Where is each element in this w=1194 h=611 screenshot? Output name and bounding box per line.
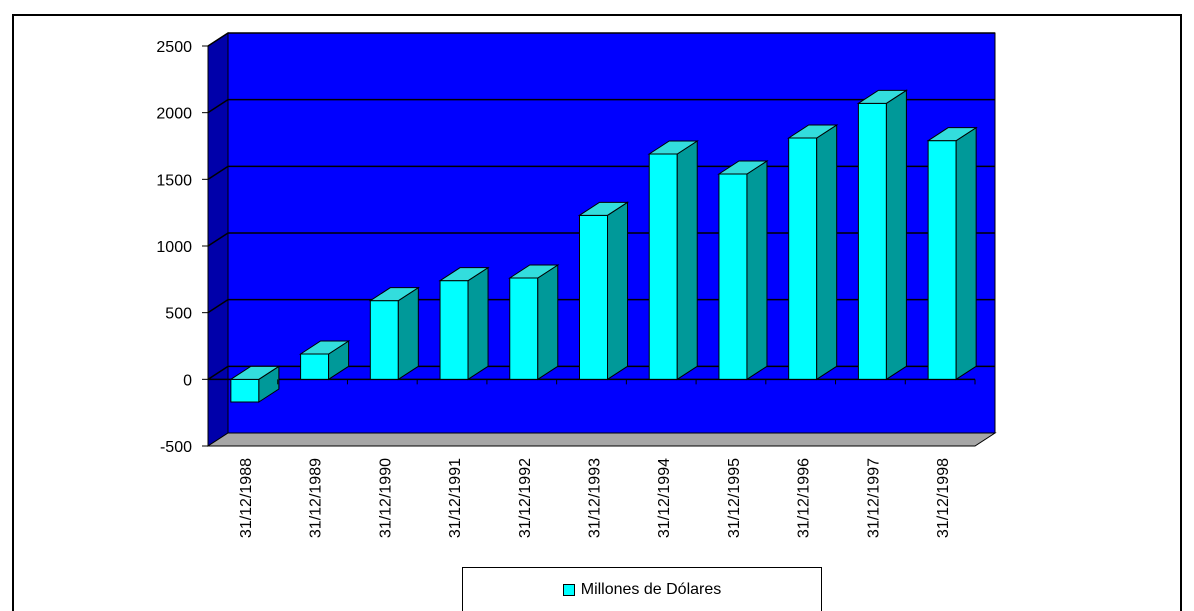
- bar: [857, 102, 887, 380]
- x-tick-label: 31/12/1998: [935, 458, 952, 538]
- gridline: [207, 32, 995, 47]
- bar-top: [926, 127, 978, 142]
- legend: Millones de Dólares: [462, 567, 822, 611]
- bar-top: [786, 124, 839, 139]
- bar: [509, 277, 539, 380]
- bar: [579, 214, 608, 380]
- bar-top: [438, 267, 490, 282]
- x-tick-label: 31/12/1989: [308, 458, 325, 538]
- bar-top: [577, 201, 630, 216]
- bar-side: [607, 201, 628, 381]
- floor: [206, 432, 997, 447]
- bar-top: [368, 287, 421, 302]
- bar-top: [647, 140, 699, 155]
- x-tick-label: 31/12/1993: [587, 458, 604, 538]
- x-tick-label: 31/12/1988: [238, 458, 255, 538]
- bar-side: [955, 126, 977, 381]
- bar: [439, 280, 469, 380]
- bar-top: [229, 365, 281, 380]
- bar-side: [746, 160, 768, 381]
- y-tick-label: 1500: [156, 172, 192, 189]
- x-tick-label: 31/12/1996: [796, 458, 813, 538]
- y-tick-label: 1000: [156, 239, 192, 256]
- y-tick-label: 2500: [156, 39, 192, 56]
- bar: [788, 137, 818, 380]
- bar: [927, 140, 957, 380]
- bar-top: [717, 160, 769, 175]
- bar: [230, 378, 260, 403]
- x-tick-label: 31/12/1995: [726, 458, 743, 538]
- y-tick-label: 2000: [156, 106, 192, 123]
- x-tick-label: 31/12/1997: [865, 458, 882, 538]
- y-tick-label: -500: [160, 439, 192, 456]
- bar-side: [397, 286, 419, 381]
- bar-top: [856, 89, 909, 104]
- y-tick-label: 500: [165, 306, 192, 323]
- bar-top: [508, 264, 560, 279]
- bar: [300, 353, 330, 380]
- bar: [369, 300, 399, 380]
- legend-swatch-icon: [562, 583, 575, 596]
- x-tick-label: 31/12/1994: [656, 458, 673, 538]
- bar-side: [467, 266, 489, 381]
- x-tick-label: 31/12/1991: [447, 458, 464, 538]
- bar-top: [298, 340, 351, 355]
- bar-side: [676, 140, 698, 381]
- bar: [648, 153, 678, 380]
- bar-side: [816, 124, 838, 381]
- bar: [718, 173, 748, 380]
- x-tick-label: 31/12/1992: [517, 458, 534, 538]
- zero-line-side: [207, 365, 229, 380]
- gridline: [207, 98, 995, 114]
- y-tick-label: 0: [183, 372, 192, 389]
- x-tick-label: 31/12/1990: [377, 458, 394, 538]
- legend-label: Millones de Dólares: [580, 580, 722, 598]
- bar-side: [885, 89, 907, 381]
- bar-side: [537, 264, 559, 381]
